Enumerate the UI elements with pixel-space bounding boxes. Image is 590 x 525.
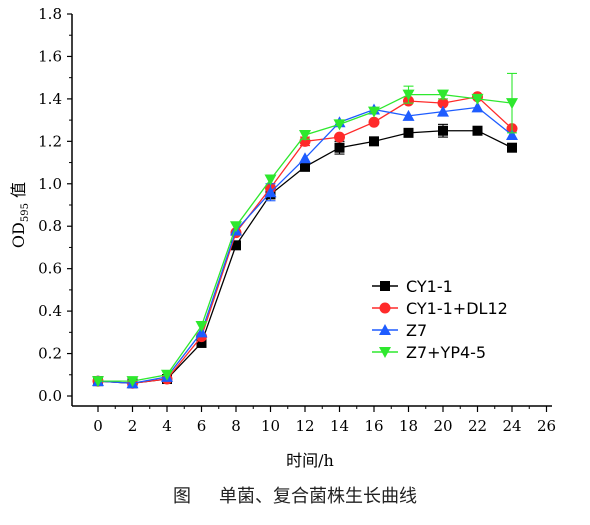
data-point [334,131,345,143]
line-chart: 0.00.20.40.60.81.01.21.41.61.80 2 4 6 8 10 12 1… [9,5,556,470]
y-axis-label: OD595 值 [9,182,31,248]
legend-item: Z7+YP4-5 [372,343,486,362]
data-point [402,89,415,101]
data-point [438,125,448,136]
data-point [506,128,518,140]
legend-label: Z7+YP4-5 [406,343,486,362]
legend-item: CY1-1 [372,277,453,296]
data-point [334,142,345,153]
data-point [195,320,208,332]
legend-label: Z7 [406,321,427,340]
y-tick-label: 0.8 [38,217,62,235]
data-point [471,93,484,105]
data-point [126,376,139,388]
data-point [369,136,379,147]
data-point [161,369,173,381]
data-point [437,89,449,101]
y-tick-label: 1.8 [38,5,62,23]
x-tick-label: 2 [128,417,138,435]
legend-item: CY1-1+DL12 [372,299,508,318]
y-tick-label: 1.4 [38,90,62,108]
data-point [300,161,310,172]
legend: CY1-1 CY1-1+DL12 Z7 Z7+YP4-5 [372,277,508,362]
y-tick-label: 0.2 [38,345,62,363]
legend-label: CY1-1+DL12 [406,299,508,318]
data-point [92,376,104,388]
legend-label: CY1-1 [406,277,453,296]
x-tick-label: 6 [197,417,207,435]
y-tick-label: 1.6 [38,47,62,65]
x-tick-label: 4 [162,417,172,435]
x-tick-label: 0 [93,417,103,435]
x-tick-label: 14 [330,417,349,435]
data-point [507,142,517,153]
data-point [333,119,346,131]
legend-marker [379,324,391,335]
caption-label: 图 [173,486,191,507]
y-tick-label: 1.2 [38,132,62,150]
x-tick-label: 18 [399,417,418,435]
x-tick-label: 22 [468,417,487,435]
figure-caption: 图 单菌、复合菌株生长曲线 [0,482,590,508]
data-point [264,186,277,198]
x-axis-label: 时间/h [286,451,334,470]
data-point [402,109,415,121]
series-group [92,72,518,389]
y-axis-label-sub: 595 [20,203,31,222]
data-point [230,221,242,233]
data-point [437,105,449,117]
y-axis-label-main: OD [9,222,28,248]
data-point [472,125,483,136]
legend-marker [379,302,391,314]
x-tick-label: 8 [231,417,241,435]
y-tick-label: 0.6 [38,260,62,278]
data-point [299,152,311,164]
data-point [471,101,484,113]
axes: 0.00.20.40.60.81.01.21.41.61.80 2 4 6 8 10 12 1… [38,5,556,435]
data-point [506,98,518,110]
x-tick-label: 26 [537,417,556,435]
caption-text: 单菌、复合菌株生长曲线 [219,486,417,507]
legend-marker [379,347,391,358]
series-line [97,106,513,384]
data-point [299,129,311,141]
x-tick-label: 12 [295,417,314,435]
data-point [368,116,380,128]
data-point [264,174,277,186]
data-point [437,97,449,109]
x-tick-label: 20 [433,417,452,435]
x-tick-label: 16 [364,417,383,435]
y-tick-label: 0.0 [38,387,62,405]
legend-item: Z7 [372,321,427,340]
data-point [403,127,414,138]
y-tick-label: 1.0 [38,175,62,193]
data-point [196,337,207,348]
data-point [368,106,380,118]
x-tick-label: 24 [502,417,521,435]
y-tick-label: 0.4 [38,302,62,320]
legend-marker [380,281,390,291]
y-axis-label-suffix: 值 [9,182,28,203]
series-3 [92,72,518,388]
x-tick-label: 10 [261,417,280,435]
data-point [231,240,241,251]
